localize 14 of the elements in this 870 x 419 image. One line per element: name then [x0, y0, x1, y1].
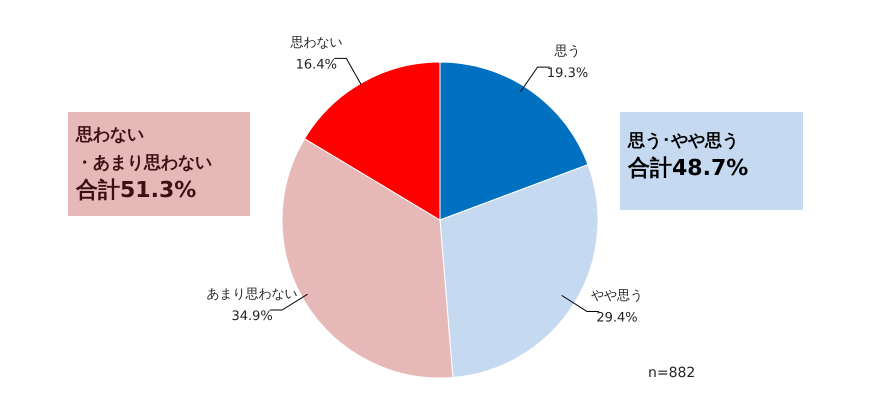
text: ・あまり思わない	[76, 152, 212, 175]
data-label: 29.4%	[596, 310, 638, 326]
text: n=882	[648, 364, 696, 383]
slice-label: あまり思わない	[206, 287, 298, 302]
text: 合計48.7%	[628, 156, 748, 182]
slice-label: 思わない	[289, 35, 342, 50]
slice-label: 思う	[554, 44, 581, 60]
data-label: 19.3%	[546, 66, 588, 82]
data-label: 34.9%	[231, 309, 273, 324]
text: 合計51.3%	[76, 178, 196, 204]
slice-label: やや思う	[590, 288, 643, 304]
text: 思う･やや思う	[628, 130, 739, 153]
data-label: 16.4%	[296, 57, 337, 72]
text: 思わない	[76, 124, 144, 147]
